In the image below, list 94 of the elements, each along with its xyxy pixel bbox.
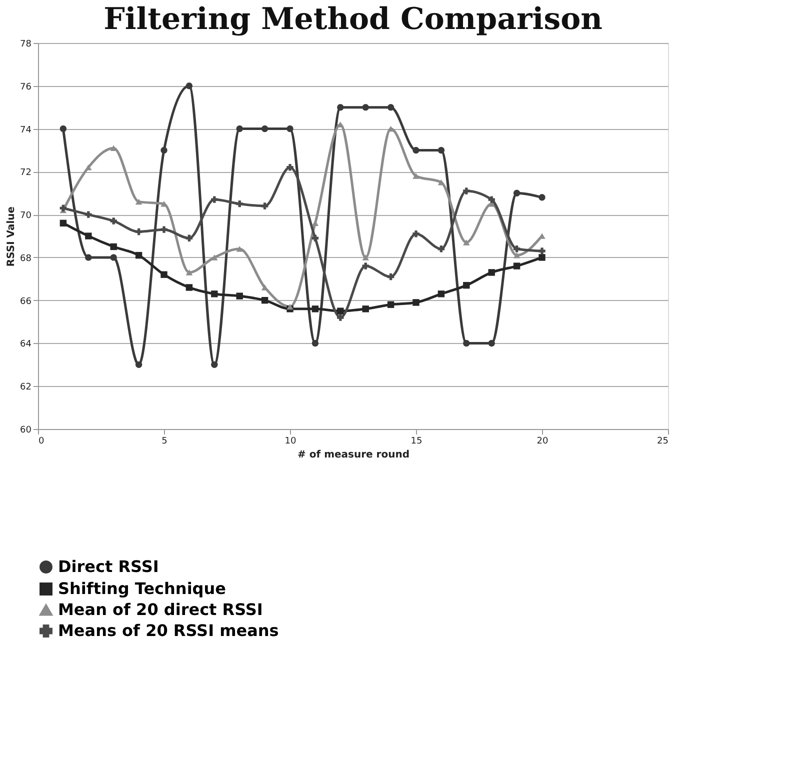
y-tick-label: 76 [20, 82, 32, 92]
point [488, 340, 495, 347]
x-axis-title: # of measure round [298, 450, 410, 460]
point [463, 240, 470, 246]
point [85, 232, 92, 240]
point [312, 234, 319, 242]
point [135, 228, 142, 236]
point [286, 125, 294, 132]
y-tick-label: 78 [20, 40, 32, 50]
point [538, 194, 546, 201]
point [211, 196, 218, 203]
point [538, 233, 546, 239]
point [412, 146, 420, 154]
point [513, 246, 520, 252]
point [387, 273, 394, 280]
point [488, 196, 495, 203]
x-tick-label: 10 [284, 436, 296, 446]
point [160, 146, 168, 154]
point [463, 282, 470, 289]
point [513, 190, 520, 196]
point [412, 299, 420, 306]
point [85, 164, 92, 170]
point [337, 314, 344, 321]
point [160, 271, 168, 278]
x-tick-label: 25 [657, 436, 668, 446]
legend-label: Direct RSSI [58, 557, 159, 576]
point [186, 270, 193, 276]
x-tick-label: 20 [536, 436, 548, 446]
point [538, 254, 546, 261]
y-axis-title: RSSI Value [6, 206, 18, 267]
point [438, 146, 445, 154]
legend-label: Means of 20 RSSI means [58, 621, 279, 640]
point [60, 220, 67, 226]
point [60, 204, 67, 212]
y-tick-label: 70 [20, 211, 32, 222]
point [186, 284, 193, 291]
y-tick-label: 62 [20, 382, 32, 393]
y-tick-label: 64 [20, 340, 32, 350]
point [412, 230, 420, 238]
point [211, 361, 218, 368]
y-tick-label: 66 [20, 296, 32, 307]
point [110, 243, 117, 250]
chart-title: Filtering Method Comparison [104, 2, 603, 37]
point [513, 262, 520, 270]
point [261, 296, 268, 304]
y-tick-label: 74 [20, 125, 32, 136]
y-tick-label: 68 [20, 254, 32, 264]
point [211, 290, 218, 298]
point [186, 234, 193, 242]
point [110, 145, 117, 151]
point [85, 211, 92, 218]
point [286, 164, 294, 171]
point [387, 301, 394, 308]
point [236, 246, 243, 252]
point [236, 125, 243, 132]
point [387, 104, 394, 111]
x-tick-label: 5 [162, 436, 168, 446]
point [110, 218, 117, 224]
point [362, 262, 369, 270]
point [538, 248, 546, 254]
point [135, 252, 142, 259]
point [286, 304, 294, 310]
point [438, 246, 445, 252]
point [236, 292, 243, 300]
point [135, 361, 142, 368]
point [236, 200, 243, 208]
point [261, 202, 268, 210]
point [312, 340, 319, 347]
point [362, 254, 369, 260]
legend-label: Mean of 20 direct RSSI [58, 600, 263, 619]
point [337, 104, 344, 111]
point [412, 173, 420, 179]
point [312, 306, 319, 312]
point [463, 188, 470, 194]
point [261, 125, 268, 132]
x-tick-label: 0 [38, 436, 44, 446]
point [186, 82, 193, 90]
y-tick-label: 72 [20, 168, 32, 178]
point [362, 104, 369, 111]
point [60, 125, 67, 132]
point [513, 252, 520, 258]
point [463, 340, 470, 347]
y-tick-label: 60 [20, 426, 32, 436]
point [337, 308, 344, 314]
point [110, 254, 117, 261]
point [160, 226, 168, 233]
point [488, 269, 495, 276]
point [438, 290, 445, 298]
legend-label: Shifting Technique [58, 579, 226, 598]
point [85, 254, 92, 261]
point [211, 254, 218, 260]
point [362, 306, 369, 312]
point [135, 198, 142, 205]
x-tick-label: 15 [410, 436, 422, 446]
